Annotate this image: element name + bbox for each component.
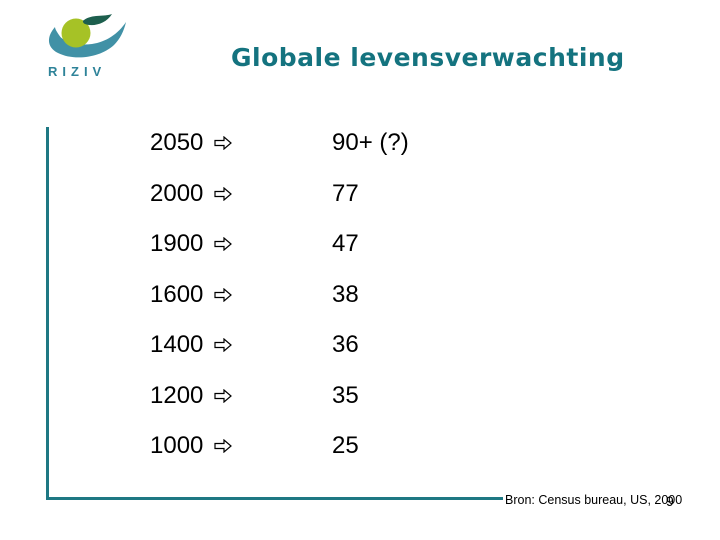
table-row: 2000 77 xyxy=(150,180,359,208)
source-note: Bron: Census bureau, US, 2000 xyxy=(505,493,683,507)
accent-line-vertical xyxy=(46,127,49,500)
logo-swoosh-shape xyxy=(48,22,126,58)
page-title: Globale levensverwachting xyxy=(231,43,625,72)
value-label: 90+ (?) xyxy=(332,129,409,156)
value-label: 35 xyxy=(332,382,359,409)
table-row: 1200 35 xyxy=(150,382,359,410)
rightwards-white-arrow-icon xyxy=(214,338,332,352)
value-label: 77 xyxy=(332,180,359,207)
riziv-logo: RIZIV xyxy=(42,14,132,86)
table-row: 1400 36 xyxy=(150,331,359,359)
year-label: 2000 xyxy=(150,180,204,207)
table-row: 1000 25 xyxy=(150,432,359,460)
page-number: 9 xyxy=(666,493,674,509)
rightwards-white-arrow-icon xyxy=(214,237,332,251)
year-label: 1600 xyxy=(150,281,204,308)
rightwards-white-arrow-icon xyxy=(214,187,332,201)
riziv-eye-logo-icon xyxy=(48,14,126,58)
table-row: 1900 47 xyxy=(150,230,359,258)
accent-line-horizontal xyxy=(46,497,503,500)
logo-circle-shape xyxy=(61,18,91,48)
rightwards-white-arrow-icon xyxy=(214,136,332,150)
year-label: 2050 xyxy=(150,129,204,156)
rightwards-white-arrow-icon xyxy=(214,439,332,453)
logo-leaf-shape xyxy=(82,14,112,26)
year-label: 1000 xyxy=(150,432,204,459)
table-row: 1600 38 xyxy=(150,281,359,309)
value-label: 47 xyxy=(332,230,359,257)
value-label: 25 xyxy=(332,432,359,459)
year-label: 1900 xyxy=(150,230,204,257)
rightwards-white-arrow-icon xyxy=(214,389,332,403)
rightwards-white-arrow-icon xyxy=(214,288,332,302)
year-label: 1200 xyxy=(150,382,204,409)
value-label: 38 xyxy=(332,281,359,308)
table-row: 2050 90+ (?) xyxy=(150,129,409,157)
year-label: 1400 xyxy=(150,331,204,358)
logo-wordmark: RIZIV xyxy=(48,64,107,79)
value-label: 36 xyxy=(332,331,359,358)
